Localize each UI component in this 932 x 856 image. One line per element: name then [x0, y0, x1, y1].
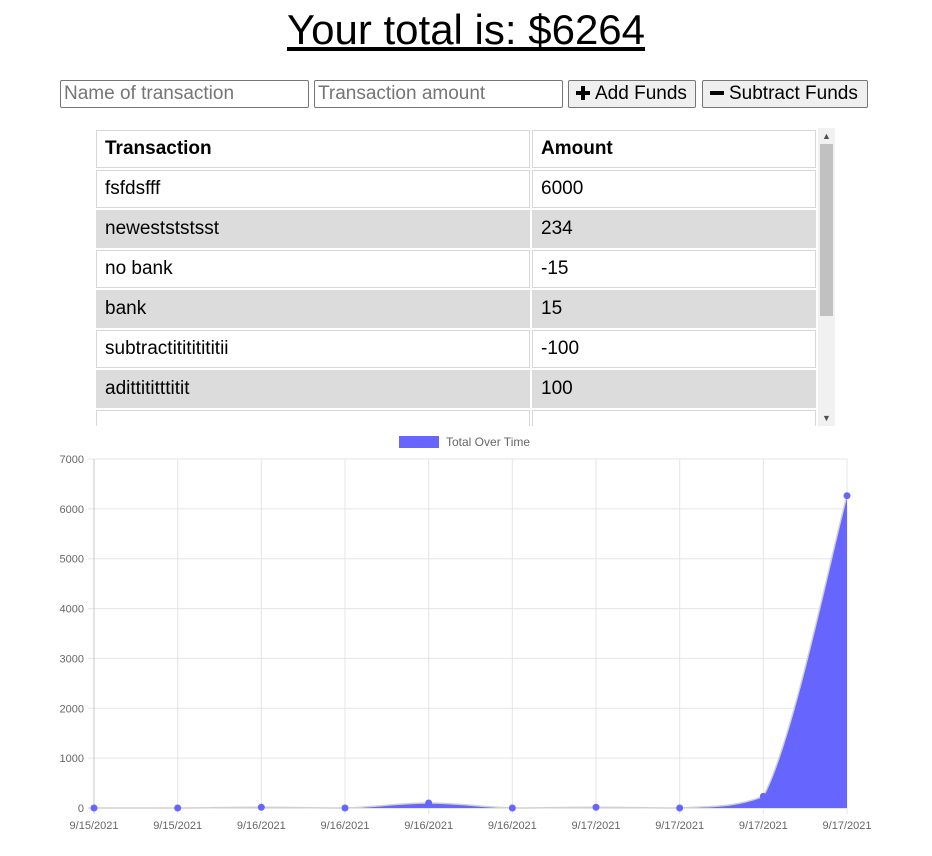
legend-label: Total Over Time: [446, 435, 530, 449]
x-tick-label: 9/16/2021: [237, 820, 286, 832]
transaction-amount-cell: 15: [532, 290, 816, 328]
area-line: [93, 495, 848, 809]
table-row: no bank -15: [96, 250, 816, 288]
data-point: [676, 804, 684, 812]
chart-legend: Total Over Time: [399, 435, 530, 449]
transaction-name-cell: subtractitititititii: [96, 330, 530, 368]
transaction-name-cell: [96, 410, 530, 426]
scroll-down-arrow-icon[interactable]: ▼: [822, 413, 831, 423]
data-point: [425, 799, 433, 807]
chart-axes: 0 1000 2000 3000 4000 5000 6000 7000 9/15/2021 9/…: [60, 454, 872, 832]
chart-points: [90, 492, 851, 812]
x-tick-label: 9/16/2021: [488, 820, 537, 832]
x-tick-label: 9/17/2021: [739, 820, 788, 832]
total-over-time-chart: 0 1000 2000 3000 4000 5000 6000 7000 9/15/2021 9/…: [60, 435, 872, 832]
table-row: subtractitititititii -100: [96, 330, 816, 368]
legend-swatch: [399, 436, 439, 448]
data-point: [257, 803, 265, 811]
y-tick-label: 1000: [60, 753, 84, 765]
y-tick-label: 3000: [60, 653, 84, 665]
transaction-amount-input[interactable]: [314, 80, 563, 108]
data-point: [759, 792, 767, 800]
x-tick-label: 9/17/2021: [823, 820, 872, 832]
data-point: [592, 803, 600, 811]
y-tick-label: 0: [78, 803, 84, 815]
transactions-table-container[interactable]: Transaction Amount fsfdsfff 6000 newests…: [94, 128, 835, 426]
x-tick-label: 9/15/2021: [153, 820, 202, 832]
data-point: [90, 804, 98, 812]
column-header-transaction: Transaction: [96, 130, 530, 168]
subtract-funds-button[interactable]: Subtract Funds: [702, 80, 868, 108]
x-tick-label: 9/15/2021: [70, 820, 119, 832]
transaction-amount-cell: [532, 410, 816, 426]
data-point: [341, 804, 349, 812]
transaction-amount-cell: -15: [532, 250, 816, 288]
y-tick-label: 7000: [60, 454, 84, 466]
transaction-name-cell: adittititttitit: [96, 370, 530, 408]
table-row: newestststsst 234: [96, 210, 816, 248]
table-row: fsfdsfff 6000: [96, 170, 816, 208]
transaction-amount-cell: -100: [532, 330, 816, 368]
data-point: [843, 492, 851, 500]
scroll-up-arrow-icon[interactable]: ▲: [822, 131, 831, 141]
x-tick-label: 9/17/2021: [572, 820, 621, 832]
column-header-amount: Amount: [532, 130, 816, 168]
transaction-name-cell: bank: [96, 290, 530, 328]
table-scrollbar[interactable]: ▲ ▼: [818, 128, 835, 426]
minus-icon: [709, 84, 725, 104]
scroll-thumb[interactable]: [820, 144, 833, 316]
add-funds-button[interactable]: Add Funds: [568, 80, 696, 108]
y-tick-label: 4000: [60, 604, 84, 616]
chart-area-layer: [93, 495, 848, 809]
y-tick-label: 6000: [60, 504, 84, 516]
transaction-amount-cell: 6000: [532, 170, 816, 208]
y-tick-label: 2000: [60, 703, 84, 715]
chart-grid: [88, 458, 848, 814]
x-tick-label: 9/16/2021: [321, 820, 370, 832]
x-tick-label: 9/17/2021: [655, 820, 704, 832]
data-point: [508, 804, 516, 812]
transaction-name-cell: newestststsst: [96, 210, 530, 248]
subtract-funds-label: Subtract Funds: [729, 83, 858, 104]
table-row: [96, 410, 816, 426]
transaction-name-cell: no bank: [96, 250, 530, 288]
transaction-amount-cell: 100: [532, 370, 816, 408]
transaction-name-input[interactable]: [60, 80, 309, 108]
add-funds-label: Add Funds: [595, 83, 687, 104]
transactions-table: Transaction Amount fsfdsfff 6000 newests…: [94, 128, 818, 426]
y-tick-label: 5000: [60, 554, 84, 566]
plus-icon: [575, 84, 591, 104]
table-row: adittititttitit 100: [96, 370, 816, 408]
x-tick-label: 9/16/2021: [404, 820, 453, 832]
area-fill: [94, 495, 847, 808]
transaction-amount-cell: 234: [532, 210, 816, 248]
total-heading: Your total is: $6264: [286, 6, 646, 53]
data-point: [174, 804, 182, 812]
transaction-name-cell: fsfdsfff: [96, 170, 530, 208]
table-row: bank 15: [96, 290, 816, 328]
